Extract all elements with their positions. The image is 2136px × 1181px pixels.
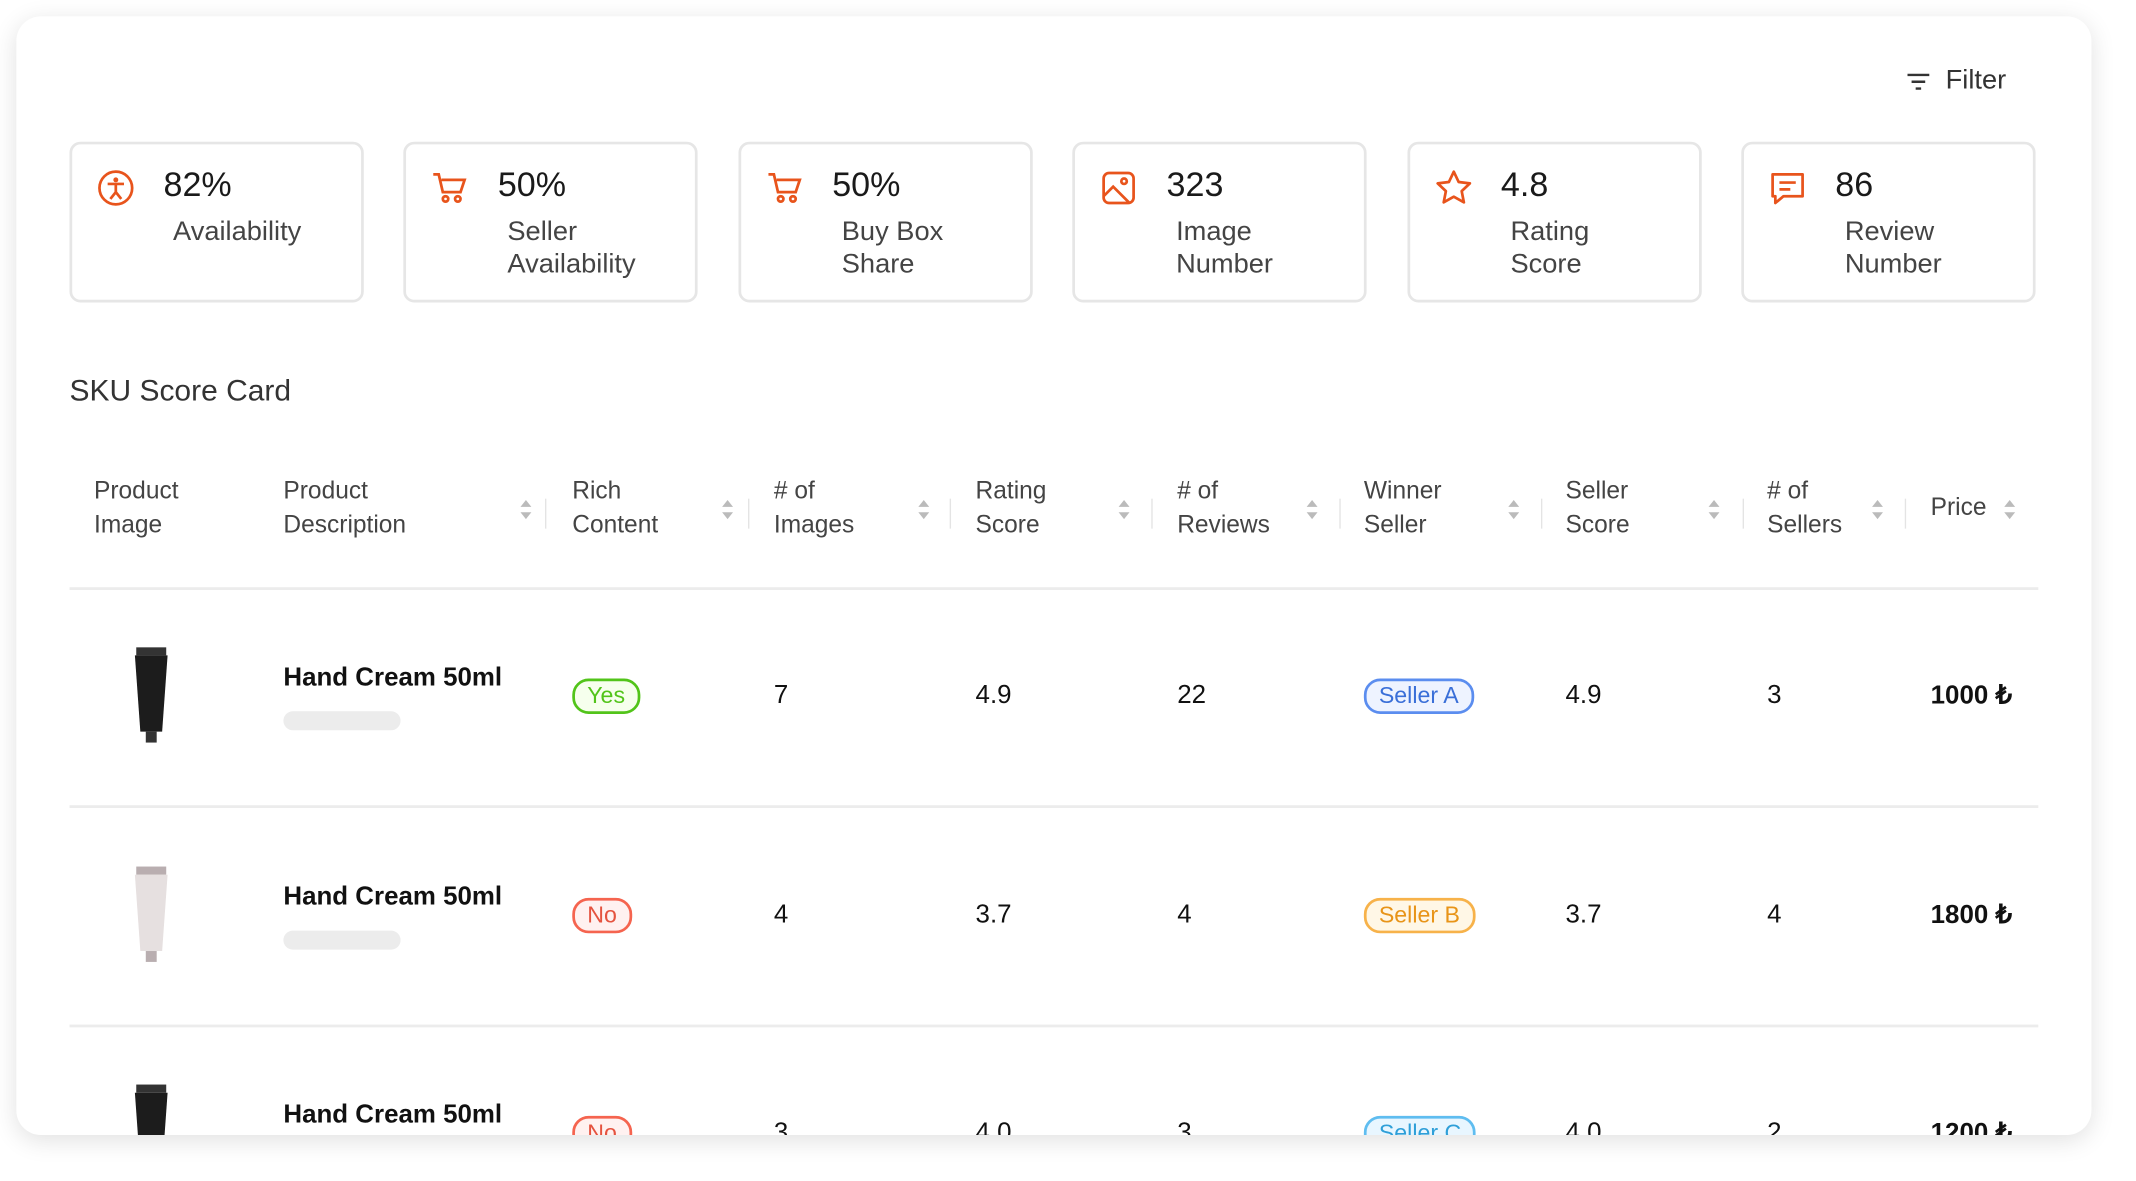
status-badge: Seller B bbox=[1363, 897, 1475, 934]
kpi-icon bbox=[97, 169, 135, 214]
description-placeholder bbox=[283, 930, 401, 950]
product-image bbox=[131, 647, 172, 752]
column-separator bbox=[1540, 498, 1543, 529]
status-badge: No bbox=[572, 897, 632, 934]
table-cell: 4 bbox=[1767, 900, 1782, 930]
status-badge: No bbox=[572, 1115, 632, 1135]
product-image bbox=[131, 1084, 172, 1135]
table-cell: 4.9 bbox=[975, 681, 1012, 710]
table-cell: 1200 ₺ bbox=[1930, 1119, 2012, 1135]
kpi-icon bbox=[431, 169, 469, 214]
table-cell: 3.7 bbox=[1565, 900, 1602, 930]
kpi-value: 82% bbox=[163, 166, 232, 205]
kpi-value: 4.8 bbox=[1500, 166, 1549, 205]
table-cell: 3 bbox=[773, 1118, 789, 1135]
column-header: Price bbox=[1930, 493, 1987, 521]
kpi-card: 323 Image Number bbox=[1072, 141, 1367, 303]
column-header: # of Sellers bbox=[1767, 476, 1843, 539]
column-separator bbox=[1339, 498, 1341, 529]
table-cell: 3 bbox=[1767, 681, 1782, 710]
product-description: Hand Cream 50ml bbox=[283, 1100, 503, 1130]
column-separator bbox=[1742, 498, 1744, 529]
column-separator bbox=[545, 498, 547, 529]
table-cell: 4 bbox=[1177, 900, 1192, 930]
section-title: SKU Score Card bbox=[69, 373, 292, 408]
kpi-icon bbox=[1100, 169, 1138, 214]
column-header: Rich Content bbox=[572, 476, 659, 539]
kpi-value: 50% bbox=[832, 166, 901, 205]
column-header: # of Reviews bbox=[1177, 476, 1270, 539]
kpi-label: Availability bbox=[173, 216, 302, 247]
sort-toggle[interactable] bbox=[1871, 499, 1885, 528]
kpi-value: 86 bbox=[1835, 166, 1874, 205]
kpi-card: 86 Review Number bbox=[1741, 141, 2036, 303]
table-cell: 2 bbox=[1767, 1118, 1782, 1135]
table-cell: 22 bbox=[1177, 681, 1207, 710]
kpi-icon bbox=[1769, 169, 1807, 214]
sort-toggle[interactable] bbox=[721, 499, 735, 528]
column-header: Product Description bbox=[283, 476, 407, 539]
table-cell: 4.0 bbox=[1565, 1118, 1602, 1135]
column-separator bbox=[1904, 498, 1907, 529]
kpi-label: Rating Score bbox=[1510, 216, 1590, 280]
sort-toggle[interactable] bbox=[1117, 499, 1131, 528]
column-separator bbox=[949, 498, 952, 529]
kpi-card: 82% Availability bbox=[69, 141, 364, 303]
kpi-icon bbox=[1434, 169, 1472, 214]
kpi-label: Review Number bbox=[1844, 216, 1942, 280]
kpi-icon bbox=[765, 169, 803, 214]
kpi-card: 50% Seller Availability bbox=[403, 141, 699, 303]
kpi-label: Image Number bbox=[1176, 216, 1274, 280]
status-badge: Seller A bbox=[1363, 678, 1474, 714]
status-badge: Seller C bbox=[1363, 1115, 1477, 1135]
sort-toggle[interactable] bbox=[1507, 499, 1521, 528]
kpi-card: 50% Buy Box Share bbox=[738, 141, 1033, 303]
kpi-label: Seller Availability bbox=[507, 216, 636, 280]
table-cell: 1800 ₺ bbox=[1930, 901, 2012, 930]
header-divider bbox=[69, 587, 2039, 590]
column-header: Product Image bbox=[94, 476, 179, 539]
column-separator bbox=[1151, 498, 1153, 529]
product-description: Hand Cream 50ml bbox=[283, 882, 503, 912]
filter-button[interactable]: Filter bbox=[1905, 65, 2006, 96]
sort-toggle[interactable] bbox=[1707, 499, 1721, 528]
kpi-card: 4.8 Rating Score bbox=[1406, 141, 1702, 303]
filter-icon bbox=[1907, 73, 1930, 90]
table-cell: 4.9 bbox=[1565, 681, 1602, 710]
table-cell: 4 bbox=[773, 900, 789, 930]
filter-label: Filter bbox=[1945, 65, 2007, 96]
kpi-label: Buy Box Share bbox=[841, 216, 944, 280]
sort-toggle[interactable] bbox=[519, 499, 533, 528]
kpi-value: 323 bbox=[1166, 166, 1224, 205]
status-badge: Yes bbox=[572, 678, 641, 714]
score-card-panel: Filter SKU Score Card 82% Availability 50%… bbox=[16, 16, 2092, 1135]
sort-toggle[interactable] bbox=[917, 499, 931, 528]
row-divider bbox=[69, 1024, 2039, 1028]
sort-toggle[interactable] bbox=[2003, 499, 2017, 528]
table-cell: 4.0 bbox=[975, 1118, 1012, 1135]
table-cell: 1000 ₺ bbox=[1930, 681, 2012, 711]
product-image bbox=[131, 866, 172, 972]
column-header: Seller Score bbox=[1565, 476, 1630, 539]
row-divider bbox=[69, 805, 2039, 808]
column-header: Winner Seller bbox=[1363, 476, 1442, 539]
table-cell: 7 bbox=[773, 681, 789, 710]
column-separator bbox=[748, 498, 750, 529]
column-header: # of Images bbox=[773, 476, 855, 539]
table-cell: 3 bbox=[1177, 1118, 1192, 1135]
product-description: Hand Cream 50ml bbox=[283, 663, 503, 693]
kpi-value: 50% bbox=[497, 166, 567, 205]
sort-toggle[interactable] bbox=[1305, 499, 1319, 528]
table-cell: 3.7 bbox=[975, 900, 1012, 930]
description-placeholder bbox=[283, 711, 401, 731]
column-header: Rating Score bbox=[975, 476, 1047, 539]
